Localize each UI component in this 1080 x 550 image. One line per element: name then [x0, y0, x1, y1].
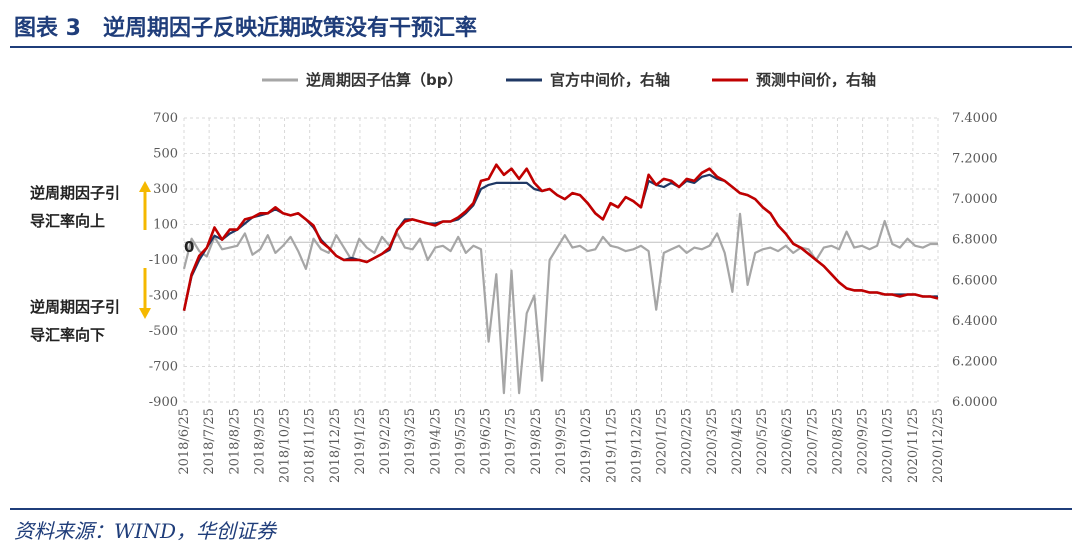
right-tick-label: 6.2000: [952, 354, 998, 369]
right-tick-label: 7.2000: [952, 152, 998, 167]
x-tick-label: 2020/8/25: [830, 408, 845, 475]
right-axis-ticks: 7.4000 7.2000 7.0000 6.8000 6.6000 6.4000 6.20…: [952, 111, 998, 410]
x-tick-label: 2019/9/25: [554, 408, 569, 475]
grid: [183, 117, 939, 403]
title-rule: [10, 46, 1072, 48]
x-tick-label: 2019/6/25: [479, 408, 494, 475]
left-tick-label: 100: [153, 218, 178, 233]
left-tick-label: 300: [153, 182, 178, 197]
left-tick-label: 700: [153, 111, 178, 126]
legend: 逆周期因子估算（bp） 官方中间价，右轴 预测中间价，右轴: [262, 71, 876, 89]
up-arrow-head: [139, 181, 151, 192]
x-tick-label: 2018/8/25: [227, 408, 242, 475]
x-tick-label: 2020/10/25: [881, 408, 896, 483]
left-tick-label: 500: [153, 147, 178, 162]
x-tick-label: 2019/4/25: [428, 408, 443, 475]
chart: 逆周期因子估算（bp） 官方中间价，右轴 预测中间价，右轴 700 500 300 100…: [30, 71, 998, 483]
x-tick-label: 2020/5/25: [755, 408, 770, 475]
x-tick-label: 2019/7/25: [504, 408, 519, 475]
x-tick-label: 2019/8/25: [529, 408, 544, 475]
right-tick-label: 6.6000: [952, 273, 998, 288]
x-tick-label: 2018/9/25: [252, 408, 267, 475]
x-tick-label: 2020/11/25: [906, 408, 921, 483]
x-tick-label: 2019/10/25: [579, 408, 594, 483]
left-tick-label: -900: [149, 395, 178, 410]
x-tick-label: 2020/12/25: [931, 408, 946, 483]
x-tick-label: 2018/6/25: [177, 408, 192, 475]
annotation-down-line1: 逆周期因子引: [30, 298, 120, 316]
left-tick-label: -100: [149, 253, 178, 268]
annotation-down-line2: 导汇率向下: [30, 326, 105, 344]
left-tick-label: -300: [149, 289, 178, 304]
left-tick-label: -500: [149, 324, 178, 339]
x-tick-label: 2018/11/25: [303, 408, 318, 483]
x-tick-label: 2020/4/25: [730, 408, 745, 475]
x-tick-label: 2020/7/25: [805, 408, 820, 475]
series-line-1: [182, 212, 938, 395]
left-axis-ticks: 700 500 300 100 -100 -300 -500 -700 -900: [149, 111, 178, 410]
x-tick-label: 2019/5/25: [453, 408, 468, 475]
source-note: 资料来源：WIND，华创证券: [14, 519, 276, 543]
right-tick-label: 6.8000: [952, 233, 998, 248]
legend-label-1: 逆周期因子估算（bp）: [306, 71, 462, 89]
legend-label-3: 预测中间价，右轴: [756, 71, 876, 89]
left-tick-label: -700: [149, 360, 178, 375]
x-tick-label: 2019/2/25: [378, 408, 393, 475]
x-tick-label: 2020/2/25: [680, 408, 695, 475]
x-tick-label: 2018/12/25: [328, 408, 343, 483]
legend-label-2: 官方中间价，右轴: [550, 71, 670, 89]
series-line-3: [182, 163, 939, 311]
x-tick-label: 2020/9/25: [856, 408, 871, 475]
zero-label: 0: [184, 238, 194, 256]
right-tick-label: 7.4000: [952, 111, 998, 126]
source-rule: [10, 508, 1072, 510]
x-tick-label: 2019/1/25: [353, 408, 368, 475]
x-tick-label: 2018/7/25: [202, 408, 217, 475]
x-tick-label: 2020/6/25: [780, 408, 795, 475]
right-tick-label: 6.0000: [952, 395, 998, 410]
x-tick-label: 2020/1/25: [655, 408, 670, 475]
right-tick-label: 6.4000: [952, 314, 998, 329]
title-bar: 图表 3 逆周期因子反映近期政策没有干预汇率: [0, 0, 1080, 52]
x-axis-ticks: 2018/6/25 2018/7/25 2018/8/25 2018/9/25 2018…: [177, 408, 946, 483]
annotation-up-line1: 逆周期因子引: [30, 184, 120, 202]
annotation-up-line2: 导汇率向上: [30, 212, 105, 230]
x-tick-label: 2019/12/25: [629, 408, 644, 483]
down-arrow-head: [139, 308, 151, 319]
right-tick-label: 7.0000: [952, 192, 998, 207]
annotations: 逆周期因子引 导汇率向上 逆周期因子引 导汇率向下 0: [30, 181, 194, 344]
x-tick-label: 2019/3/25: [403, 408, 418, 475]
x-tick-label: 2019/11/25: [604, 408, 619, 483]
x-tick-label: 2020/3/25: [705, 408, 720, 475]
x-tick-label: 2018/10/25: [278, 408, 293, 483]
chart-title: 图表 3 逆周期因子反映近期政策没有干预汇率: [14, 16, 477, 41]
series-layer: [182, 163, 939, 395]
